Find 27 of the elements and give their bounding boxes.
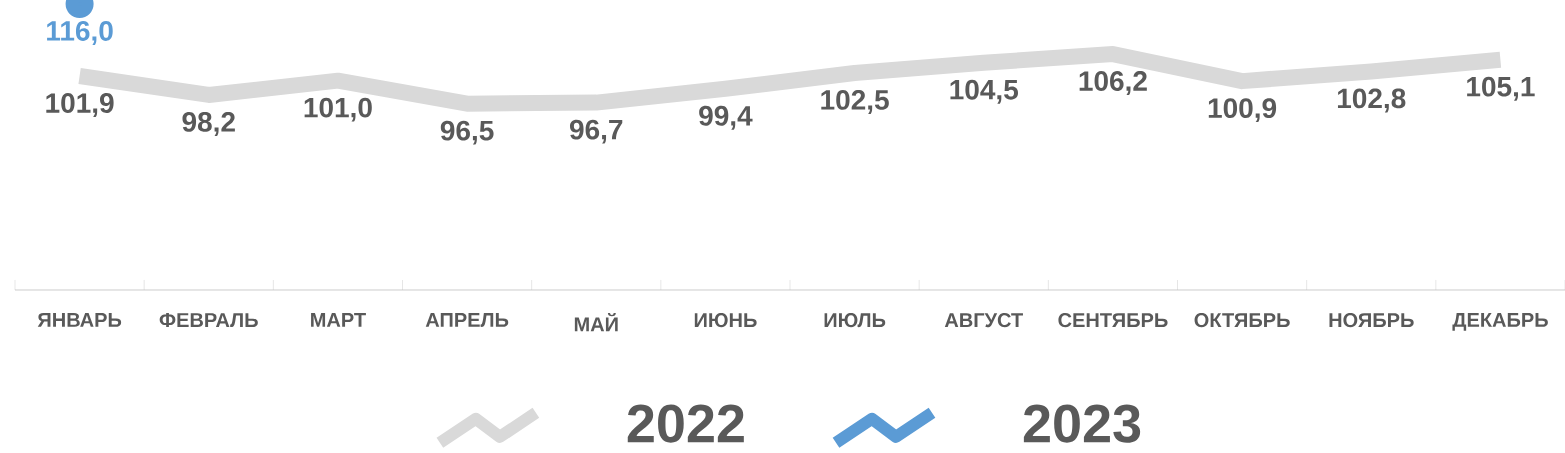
- x-tick-label: СЕНТЯБРЬ: [1058, 313, 1168, 328]
- data-label: 96,7: [569, 119, 623, 144]
- x-tick-label: МАРТ: [311, 313, 366, 327]
- data-label: 102,8: [1337, 88, 1406, 113]
- x-tick-label: ИЮЛЬ: [824, 313, 886, 328]
- x-tick-label: ЯНВАРЬ: [37, 313, 122, 327]
- data-label: 102,5: [821, 90, 889, 114]
- x-tick-label: ОКТЯБРЬ: [1194, 313, 1290, 328]
- data-label: 98,2: [182, 111, 235, 136]
- legend-label: 2023: [1023, 404, 1141, 443]
- x-tick-label: ДЕКАБРЬ: [1452, 313, 1548, 331]
- x-tick-label: ФЕВРАЛЬ: [159, 313, 258, 328]
- data-label: 116,0: [47, 21, 113, 45]
- data-label: 104,5: [950, 79, 1019, 104]
- data-label: 96,5: [440, 120, 494, 145]
- x-tick-label: НОЯБРЬ: [1329, 313, 1414, 328]
- x-tick-label: АПРЕЛЬ: [425, 313, 509, 327]
- data-label: 101,0: [304, 97, 372, 122]
- x-tick-label: АВГУСТ: [944, 313, 1023, 328]
- data-label: 99,4: [699, 105, 753, 130]
- data-label: 100,9: [1208, 98, 1277, 123]
- legend-label: 2022: [627, 404, 744, 443]
- x-tick-label: МАЙ: [574, 313, 618, 332]
- data-label: 105,1: [1467, 76, 1535, 101]
- data-label: 101,9: [46, 93, 114, 117]
- data-label: 106,2: [1079, 71, 1147, 96]
- x-tick-label: ИЮНЬ: [694, 313, 757, 328]
